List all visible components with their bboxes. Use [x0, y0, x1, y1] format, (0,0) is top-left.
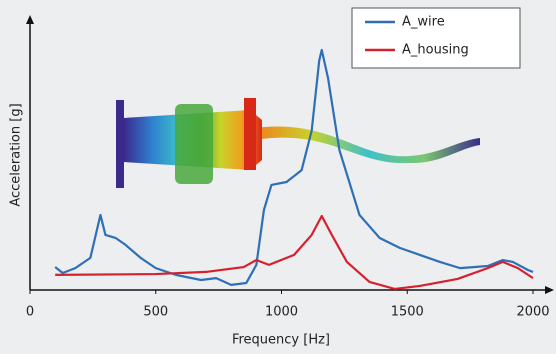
x-tick-label: 2000: [516, 305, 549, 320]
x-tick-label: 1000: [265, 305, 298, 320]
x-axis-arrow: [545, 286, 554, 294]
legend-label: A_housing: [402, 43, 469, 58]
x-tick-label: 0: [26, 305, 34, 320]
model-illustration: [116, 98, 480, 188]
x-axis-label: Frequency [Hz]: [232, 333, 330, 348]
chart: Frequency [Hz] Acceleration [g] 0 500 1000…: [0, 0, 556, 354]
y-axis-label: Acceleration [g]: [9, 103, 24, 206]
x-tick-label: 1500: [391, 305, 424, 320]
x-tick-label: 500: [143, 305, 168, 320]
series-line: [55, 50, 533, 285]
series-line: [55, 216, 533, 289]
legend-label: A_wire: [402, 15, 445, 30]
page: {"chart_data": {"type": "line", "x_label…: [0, 0, 556, 354]
y-axis-arrow: [26, 15, 34, 24]
